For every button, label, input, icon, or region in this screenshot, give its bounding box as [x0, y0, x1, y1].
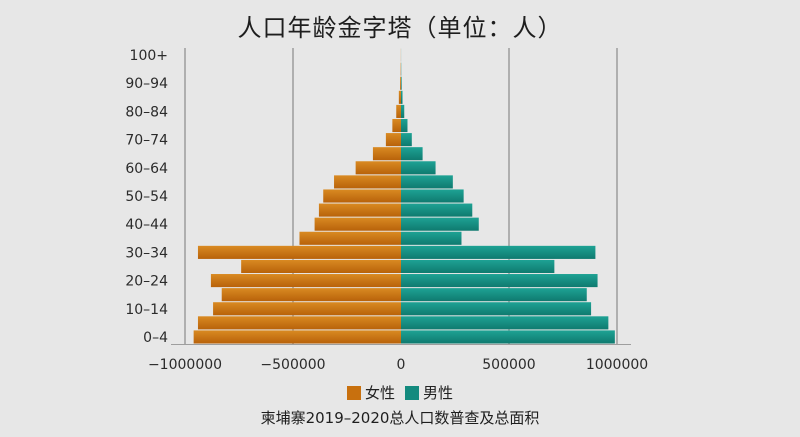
female-bar	[210, 274, 401, 288]
y-tick-label: 10–14	[125, 302, 168, 318]
y-tick-label: 70–74	[125, 133, 168, 149]
female-bar	[193, 330, 401, 344]
female-bar	[323, 189, 401, 203]
legend-item-male: 男性	[405, 382, 453, 403]
female-bar	[372, 147, 401, 161]
legend-item-female: 女性	[346, 382, 395, 403]
male-bar	[401, 231, 462, 245]
male-bar	[401, 217, 479, 231]
female-bar	[197, 245, 401, 259]
x-tick-label: 1000000	[586, 357, 648, 373]
female-bar	[213, 302, 401, 316]
male-bar	[401, 302, 592, 316]
female-bar	[299, 231, 401, 245]
legend-label-female: 女性	[364, 384, 395, 402]
female-bar	[221, 288, 401, 302]
chart-footnote: 柬埔寨2019–2020总人口数普查及总面积	[260, 409, 540, 427]
female-bar	[385, 133, 401, 147]
y-tick-label: 60–64	[125, 161, 168, 177]
male-bar	[401, 274, 598, 288]
male-bar	[401, 76, 402, 90]
y-tick-label: 50–54	[125, 189, 168, 205]
legend-swatch-female	[346, 385, 361, 400]
y-tick-label: 30–34	[125, 245, 168, 261]
y-tick-label: 80–84	[125, 104, 168, 120]
male-bar	[401, 316, 609, 330]
x-tick-label: 0	[397, 357, 406, 373]
x-tick-label: −500000	[260, 357, 325, 373]
female-bar	[197, 316, 401, 330]
male-bar	[401, 175, 453, 189]
male-bar	[401, 133, 412, 147]
y-tick-label: 20–24	[125, 274, 168, 290]
male-bar	[401, 104, 405, 118]
female-bar	[241, 259, 401, 274]
chart-title: 人口年龄金字塔（单位：人）	[237, 14, 563, 42]
legend-label-male: 男性	[423, 384, 454, 402]
female-bar	[318, 203, 401, 217]
female-bar	[396, 104, 401, 118]
male-bar	[401, 203, 473, 217]
male-bar	[401, 161, 436, 175]
y-tick-label: 0–4	[143, 330, 168, 346]
female-bar	[334, 175, 401, 189]
chart-legend: 女性 男性	[0, 382, 800, 403]
y-tick-label: 100+	[130, 48, 168, 64]
male-bar	[401, 189, 464, 203]
female-bar	[398, 90, 401, 104]
male-bar	[401, 118, 408, 133]
female-bar	[355, 161, 401, 175]
x-tick-label: 500000	[482, 357, 535, 373]
male-bar	[401, 90, 403, 104]
y-tick-label: 40–44	[125, 217, 168, 233]
male-bar	[401, 259, 555, 274]
female-bar	[392, 118, 401, 133]
male-bar	[401, 330, 615, 344]
male-bar	[401, 147, 423, 161]
male-bar	[401, 288, 587, 302]
female-bar	[314, 217, 401, 231]
y-tick-label: 90–94	[125, 76, 168, 92]
male-bar	[401, 245, 596, 259]
female-bar	[400, 76, 401, 90]
x-tick-label: −1000000	[148, 357, 222, 373]
legend-swatch-male	[405, 385, 419, 400]
